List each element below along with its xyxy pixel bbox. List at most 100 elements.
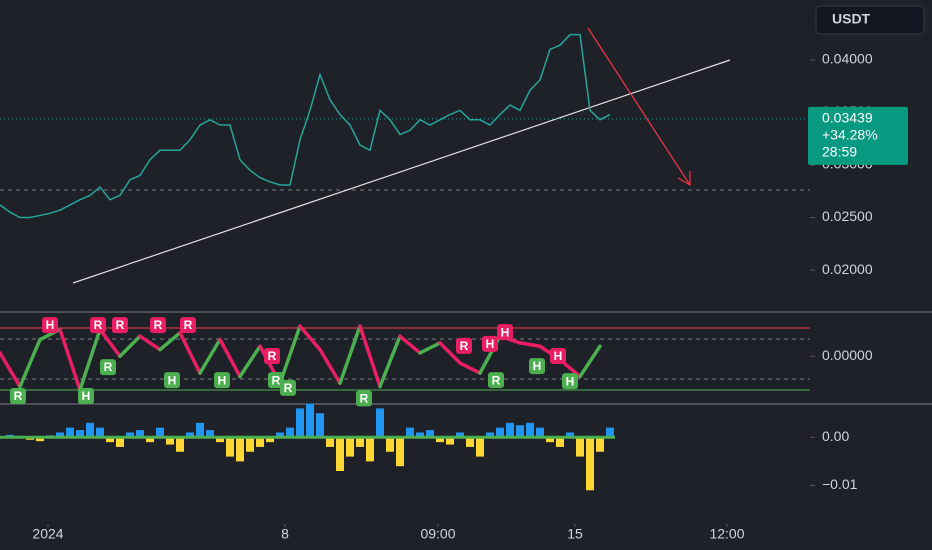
trend-line bbox=[72, 59, 731, 284]
signal-box bbox=[456, 337, 472, 354]
histogram-bar bbox=[66, 427, 74, 438]
histogram-bar bbox=[306, 403, 314, 438]
signal-box bbox=[280, 379, 296, 396]
currency-box[interactable] bbox=[815, 5, 925, 35]
x-tick-label: 2024 bbox=[32, 526, 63, 542]
signal-box bbox=[90, 317, 106, 334]
signal-box bbox=[356, 390, 372, 407]
signal-box bbox=[100, 359, 116, 376]
oscillator-segment bbox=[178, 331, 202, 375]
signal-box bbox=[264, 347, 280, 364]
histogram-bar bbox=[436, 437, 444, 443]
histogram-bar bbox=[336, 437, 344, 472]
signal-box bbox=[10, 387, 26, 404]
oscillator-segment bbox=[158, 331, 182, 352]
oscillator-segment bbox=[78, 327, 102, 392]
histogram-bar bbox=[56, 432, 64, 438]
histogram-bar bbox=[466, 437, 474, 447]
signal-box bbox=[497, 324, 513, 341]
y-tick-label: 0.00000 bbox=[822, 347, 873, 363]
oscillator-segment bbox=[238, 344, 262, 379]
histogram-bar bbox=[86, 422, 94, 438]
signal-box bbox=[488, 372, 504, 389]
signal-label: H bbox=[554, 349, 563, 363]
countdown: 28:59 bbox=[822, 144, 857, 160]
y-tick-label: 0.04000 bbox=[822, 51, 873, 67]
signal-label: R bbox=[104, 360, 113, 374]
oscillator-segment bbox=[438, 341, 462, 365]
histogram-bar bbox=[256, 437, 264, 447]
x-tick-label: 15 bbox=[567, 526, 583, 542]
oscillator-segment bbox=[98, 327, 122, 359]
signal-label: H bbox=[82, 389, 91, 403]
histogram-bar bbox=[266, 437, 274, 443]
oscillator-segment bbox=[518, 341, 542, 348]
x-tick-label: 12:00 bbox=[709, 526, 744, 542]
signal-box bbox=[78, 387, 94, 404]
signal-label: H bbox=[501, 325, 510, 339]
histogram-bar bbox=[286, 427, 294, 438]
arrow-line bbox=[587, 27, 691, 186]
histogram-bar bbox=[396, 437, 404, 467]
histogram-bar bbox=[516, 425, 524, 438]
y-tick-label: −0.01 bbox=[822, 476, 858, 492]
oscillator-segment bbox=[318, 347, 342, 385]
price-line bbox=[0, 33, 611, 219]
histogram-bar bbox=[106, 437, 114, 443]
histogram-bar bbox=[226, 437, 234, 457]
signal-label: H bbox=[486, 337, 495, 351]
histogram-bar bbox=[76, 430, 84, 438]
histogram-bar bbox=[366, 437, 374, 462]
histogram-bar bbox=[246, 437, 254, 452]
oscillator-segment bbox=[378, 334, 402, 389]
x-tick-label: 09:00 bbox=[420, 526, 455, 542]
oscillator-segment bbox=[298, 324, 322, 352]
oscillator-segment bbox=[578, 344, 602, 379]
signal-box bbox=[562, 373, 578, 390]
oscillator-segment bbox=[218, 337, 242, 379]
change-label: +34.28% bbox=[822, 127, 878, 143]
signal-box bbox=[482, 335, 498, 352]
histogram-bar bbox=[426, 430, 434, 438]
histogram-bar bbox=[216, 437, 224, 443]
oscillator-segment bbox=[138, 334, 162, 352]
histogram-bar bbox=[186, 432, 194, 438]
signal-label: R bbox=[284, 381, 293, 395]
histogram-bar bbox=[526, 422, 534, 438]
histogram-bar bbox=[116, 437, 124, 447]
histogram-bar bbox=[456, 432, 464, 438]
histogram-bar bbox=[386, 437, 394, 452]
histogram-bar bbox=[136, 430, 144, 438]
signal-label: H bbox=[218, 373, 227, 387]
histogram-bar bbox=[276, 432, 284, 438]
histogram-bar bbox=[606, 427, 614, 438]
last-price-box bbox=[808, 106, 908, 165]
oscillator-segment bbox=[18, 337, 42, 389]
histogram-bar bbox=[356, 437, 364, 447]
histogram-bar bbox=[206, 430, 214, 438]
signal-label: R bbox=[360, 391, 369, 405]
signal-label: R bbox=[492, 373, 501, 387]
histogram-bar bbox=[566, 432, 574, 438]
histogram-bar bbox=[346, 437, 354, 457]
histogram-bar bbox=[506, 422, 514, 438]
oscillator-segment bbox=[358, 324, 382, 389]
y-tick-label: 0.00 bbox=[822, 428, 849, 444]
y-tick-label: 0.02000 bbox=[822, 261, 873, 277]
histogram-bar bbox=[236, 437, 244, 462]
histogram-bar bbox=[166, 437, 174, 445]
oscillator-segment bbox=[198, 337, 222, 375]
histogram-bar bbox=[326, 437, 334, 447]
arrow-head bbox=[677, 171, 691, 187]
histogram-bar bbox=[586, 437, 594, 491]
oscillator-segment bbox=[418, 341, 442, 355]
signal-box bbox=[112, 317, 128, 334]
histogram-bar bbox=[156, 427, 164, 438]
signal-label: R bbox=[154, 318, 163, 332]
signal-label: H bbox=[566, 374, 575, 388]
signal-label: R bbox=[268, 349, 277, 363]
histogram-bar bbox=[176, 437, 184, 452]
x-tick-label: 8 bbox=[281, 526, 289, 542]
histogram-bar bbox=[196, 422, 204, 438]
